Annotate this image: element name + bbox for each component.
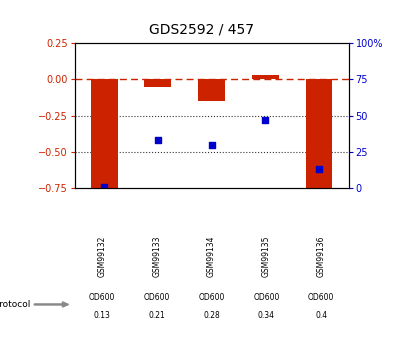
Bar [305,79,332,188]
Text: OD600: OD600 [253,294,280,303]
Text: 0.13: 0.13 [93,311,110,320]
Text: OD600: OD600 [198,294,225,303]
Text: GSM99133: GSM99133 [152,235,161,277]
Text: GDS2592 / 457: GDS2592 / 457 [149,22,254,37]
Text: growth protocol: growth protocol [0,300,30,309]
Text: 0.21: 0.21 [148,311,165,320]
Bar [91,79,118,188]
Text: OD600: OD600 [308,294,334,303]
Bar [144,79,171,87]
Text: 0.34: 0.34 [258,311,275,320]
Point [208,142,215,147]
Point [262,117,268,123]
Text: GSM99136: GSM99136 [317,235,326,277]
Point [316,166,322,172]
Text: GSM99134: GSM99134 [207,235,216,277]
Text: OD600: OD600 [89,294,115,303]
Text: GSM99132: GSM99132 [98,236,106,277]
Text: GSM99135: GSM99135 [262,235,271,277]
Bar [198,79,225,101]
Text: 0.4: 0.4 [315,311,327,320]
Text: OD600: OD600 [143,294,170,303]
Bar [252,75,279,79]
Text: 0.28: 0.28 [203,311,220,320]
Point [155,137,161,143]
Point [101,184,107,189]
